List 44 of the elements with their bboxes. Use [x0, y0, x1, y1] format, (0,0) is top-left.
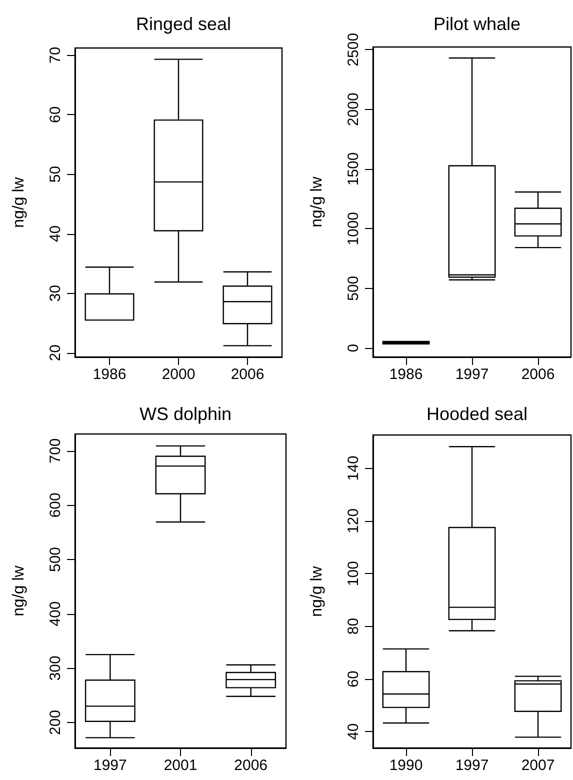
- y-tick-label: 30: [47, 284, 64, 302]
- y-tick-label: 80: [345, 618, 362, 635]
- x-tick-label: 1990: [389, 757, 423, 774]
- y-tick-label: 400: [47, 601, 64, 626]
- y-tick-label: 70: [47, 46, 64, 64]
- x-tick-label: 2000: [162, 366, 196, 383]
- y-axis-title: ng/g lw: [10, 565, 28, 616]
- y-tick-label: 40: [345, 723, 362, 740]
- y-tick-label: 700: [47, 438, 64, 464]
- y-tick-label: 1000: [345, 212, 362, 246]
- y-tick-label: 200: [47, 710, 64, 735]
- x-tick-label: 2007: [521, 757, 555, 774]
- y-tick-label: 60: [47, 106, 64, 124]
- x-tick-label: 1986: [92, 366, 126, 383]
- y-tick-label: 500: [345, 276, 362, 301]
- x-tick-label: 1997: [455, 366, 489, 383]
- y-tick-label: 500: [47, 546, 64, 572]
- chart-title: Pilot whale: [433, 14, 521, 34]
- y-tick-label: 20: [47, 344, 64, 362]
- x-tick-label: 2006: [521, 366, 555, 383]
- y-tick-label: 50: [47, 166, 64, 183]
- y-tick-label: 600: [47, 492, 64, 518]
- y-tick-label: 140: [345, 456, 362, 481]
- x-tick-label: 2006: [230, 366, 264, 383]
- x-tick-label: 2001: [164, 757, 198, 774]
- x-tick-label: 2006: [234, 757, 268, 774]
- y-tick-label: 100: [345, 561, 362, 586]
- x-tick-label: 1997: [455, 757, 489, 774]
- y-tick-label: 300: [47, 656, 64, 681]
- y-axis-title: ng/g lw: [308, 566, 326, 617]
- chart-title: Ringed seal: [136, 14, 232, 34]
- y-tick-label: 2500: [345, 32, 362, 66]
- y-axis-title: ng/g lw: [10, 176, 28, 228]
- y-axis-title: ng/g lw: [308, 176, 326, 228]
- y-tick-label: 120: [345, 508, 362, 534]
- chart-title: Hooded seal: [426, 404, 528, 424]
- x-tick-label: 1986: [389, 366, 423, 383]
- y-tick-label: 2000: [345, 92, 362, 126]
- y-tick-label: 1500: [345, 152, 362, 186]
- y-tick-label: 0: [345, 344, 362, 352]
- chart-title: WS dolphin: [139, 404, 232, 424]
- x-tick-label: 1997: [93, 757, 127, 774]
- y-tick-label: 40: [47, 225, 64, 242]
- y-tick-label: 60: [345, 670, 362, 688]
